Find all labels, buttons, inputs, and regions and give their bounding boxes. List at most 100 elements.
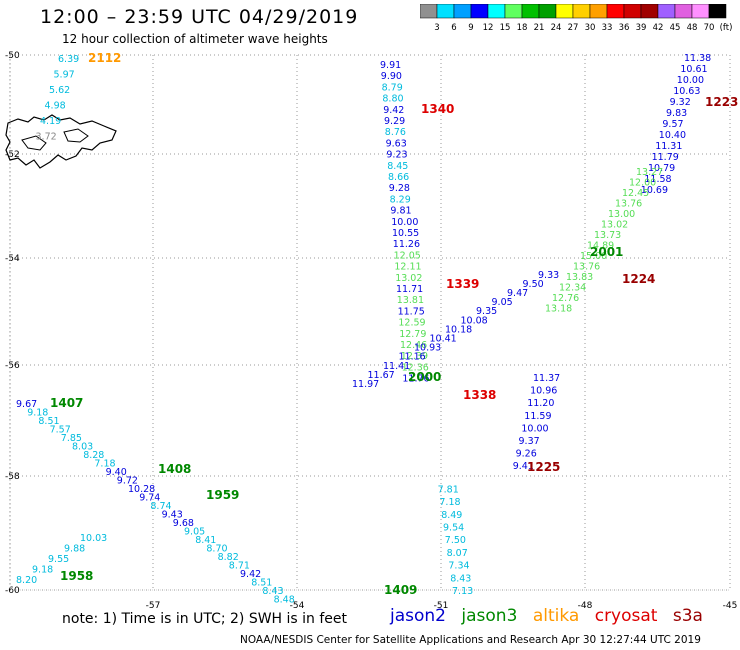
- colorbar-swatch: [420, 4, 438, 19]
- wave-height-value: 10.40: [659, 130, 686, 141]
- legend-jason2: jason2: [390, 606, 446, 626]
- wave-height-value: 8.41: [195, 535, 216, 546]
- color-scale-legend: 3 6 9 12 15 18 21 24 27 30 33 36 39 42 45 48 70 (ft): [420, 4, 733, 33]
- pass-time-label: 1224: [622, 272, 655, 286]
- colorbar-label: 42: [653, 23, 664, 33]
- wave-height-value: 11.58: [644, 174, 671, 185]
- lat-tick-label: -60: [5, 586, 20, 596]
- wave-height-value: 9.33: [538, 270, 559, 281]
- colorbar-label: 15: [500, 23, 511, 33]
- wave-height-value: 12.00: [629, 178, 656, 189]
- wave-height-value: 9.23: [386, 150, 407, 161]
- wave-height-value: 13.83: [566, 272, 593, 283]
- wave-height-value: 12.34: [559, 283, 586, 294]
- wave-height-value: 8.51: [38, 416, 59, 427]
- wave-height-value: 10.00: [391, 217, 418, 228]
- wave-height-value: 8.80: [382, 94, 403, 105]
- colorbar-label: (ft): [720, 23, 733, 33]
- pass-time-label: 1338: [463, 388, 496, 402]
- lon-tick-label: -51: [434, 601, 449, 611]
- wave-height-value: 9.18: [27, 408, 48, 419]
- wave-height-value: 13.02: [395, 273, 422, 284]
- wave-height-value: 8.45: [387, 161, 408, 172]
- colorbar-label: 21: [534, 23, 545, 33]
- colorbar-swatch: [555, 4, 574, 19]
- map-grid: -50 -52 -54 -56 -58 -60 -57 -54 -51 -48 -45: [5, 51, 737, 611]
- wave-height-value: 9.40: [106, 467, 127, 478]
- colorbar-swatch: [453, 4, 472, 19]
- colorbar-label: 70: [704, 23, 715, 33]
- map-frame: [9, 54, 731, 591]
- lon-tick-label: -48: [578, 601, 593, 611]
- lat-tick-label: -58: [5, 472, 20, 482]
- colorbar-label: 48: [687, 23, 698, 33]
- wave-height-value: 11.20: [527, 398, 554, 409]
- wave-height-value: 10.96: [530, 386, 557, 397]
- pass-time-label: 1339: [446, 277, 479, 291]
- wave-height-value: 8.20: [16, 575, 37, 586]
- wave-height-value: 8.49: [441, 510, 462, 521]
- wave-height-value: 15.00: [580, 251, 607, 262]
- satellite-legend: jason2 jason3 altika cryosat s3a: [390, 606, 713, 626]
- wave-height-value: 12.46: [400, 340, 427, 351]
- wave-height-value: 9.88: [64, 544, 85, 555]
- lon-tick-label: -57: [146, 601, 161, 611]
- colorbar-label: 3: [434, 23, 439, 33]
- wave-height-value: 8.82: [218, 552, 239, 563]
- wave-height-value: 14.89: [587, 241, 614, 252]
- pass-time-label: 1409: [384, 583, 417, 597]
- wave-height-value: 10.41: [430, 334, 457, 345]
- wave-height-value: 7.85: [61, 433, 82, 444]
- pass-time-label: 1223: [705, 95, 738, 109]
- wave-height-value: 11.67: [368, 370, 395, 381]
- legend-jason3: jason3: [461, 606, 518, 626]
- wave-height-value: 7.13: [452, 586, 473, 597]
- wave-height-value: 8.03: [72, 442, 93, 453]
- wave-height-value: 11.75: [398, 306, 425, 317]
- colorbar-swatch: [487, 4, 506, 19]
- pass-time-label: 1225: [527, 460, 560, 474]
- pass-time-label: 2001: [590, 245, 623, 259]
- wave-height-value: 10.79: [648, 163, 675, 174]
- colorbar-swatch: [572, 4, 591, 19]
- wave-height-value: 9.74: [139, 493, 160, 504]
- wave-height-value: 7.57: [50, 425, 71, 436]
- wave-height-value: 8.43: [450, 573, 471, 584]
- wave-height-value: 11.37: [533, 373, 560, 384]
- colorbar-swatch: [606, 4, 625, 19]
- wave-height-value: 12.36: [402, 362, 429, 373]
- wave-height-value: 10.61: [680, 64, 707, 75]
- wave-height-value: 13.27: [636, 167, 663, 178]
- colorbar-swatch: [674, 4, 693, 19]
- wave-height-value: 8.29: [390, 194, 411, 205]
- wave-height-value: 8.66: [388, 172, 409, 183]
- colorbar-swatch: [640, 4, 659, 19]
- colorbar-label: 45: [670, 23, 681, 33]
- legend-altika: altika: [532, 606, 580, 626]
- track-labels: 9.919.908.798.809.429.298.769.639.238.45…: [16, 51, 738, 606]
- lat-tick-label: -52: [5, 150, 20, 160]
- wave-height-value: 10.69: [641, 185, 668, 196]
- wave-height-value: 9.35: [476, 306, 497, 317]
- wave-height-value: 12.11: [394, 262, 421, 273]
- wave-height-value: 13.02: [601, 220, 628, 231]
- wave-height-value: 8.70: [206, 544, 227, 555]
- wave-height-value: 6.39: [58, 54, 79, 65]
- wave-height-value: 13.81: [397, 295, 424, 306]
- pass-time-label: 1340: [421, 102, 454, 116]
- colorbar-label: 12: [483, 23, 494, 33]
- pass-time-label: 1958: [60, 569, 93, 583]
- wave-height-value: 12.59: [398, 318, 425, 329]
- legend-cryosat: cryosat: [594, 606, 658, 626]
- wave-height-value: 9.32: [670, 97, 691, 108]
- wave-height-value: 12.05: [394, 250, 421, 261]
- wave-height-value: 10.18: [445, 324, 472, 335]
- pass-time-label: 1407: [50, 396, 83, 410]
- wave-height-value: 9.55: [48, 554, 69, 565]
- wave-height-value: 11.31: [655, 141, 682, 152]
- colorbar-label: 18: [517, 23, 528, 33]
- wave-height-value: 7.18: [439, 497, 460, 508]
- page-subtitle: 12 hour collection of altimeter wave hei…: [62, 32, 328, 46]
- wave-height-value: 11.71: [396, 284, 423, 295]
- wave-height-value: 12.39: [401, 351, 428, 362]
